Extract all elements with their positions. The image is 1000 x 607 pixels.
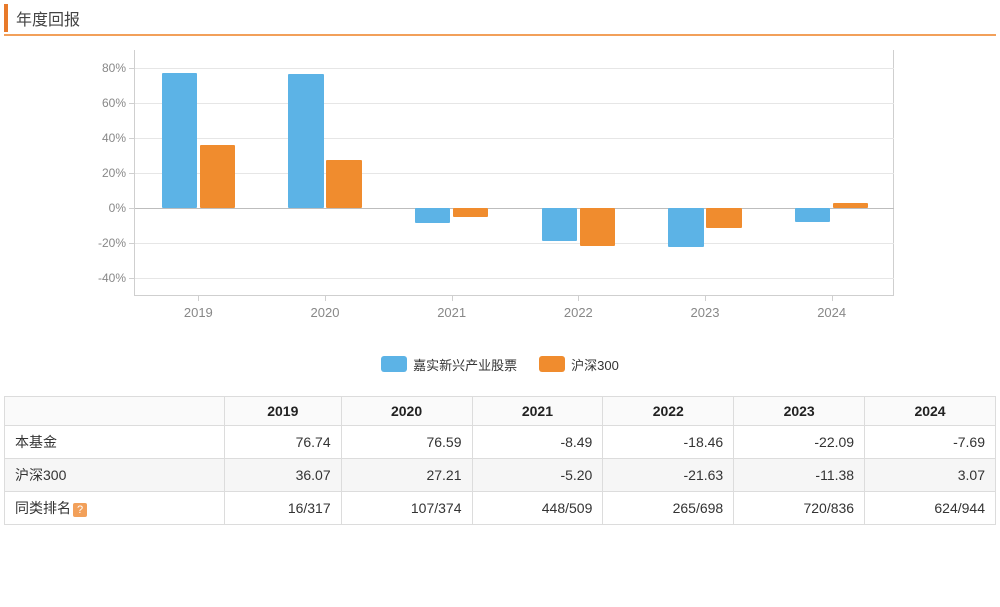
table-row: 同类排名?16/317107/374448/509265/698720/8366… (5, 492, 996, 525)
table-cell: 624/944 (865, 492, 996, 525)
panel-title: 年度回报 (4, 4, 996, 32)
table-column-header: 2019 (225, 397, 342, 426)
table-cell: 76.74 (225, 426, 342, 459)
bar (326, 160, 361, 208)
bar (580, 208, 615, 246)
y-axis-label: 80% (102, 61, 126, 75)
x-tick (325, 295, 326, 301)
gridline (135, 103, 894, 104)
table-cell: -8.49 (472, 426, 603, 459)
row-label: 沪深300 (15, 467, 66, 483)
table-cell: 720/836 (734, 492, 865, 525)
gridline (135, 173, 894, 174)
y-axis-label: -20% (98, 236, 126, 250)
table-cell: -21.63 (603, 459, 734, 492)
table-cell: 16/317 (225, 492, 342, 525)
chart-legend: 嘉实新兴产业股票 沪深300 (4, 344, 996, 384)
table-cell: -11.38 (734, 459, 865, 492)
table-cell: -5.20 (472, 459, 603, 492)
y-tick (129, 208, 135, 209)
legend-swatch (381, 356, 407, 372)
table-cell: 36.07 (225, 459, 342, 492)
legend-swatch (539, 356, 565, 372)
x-axis-label: 2023 (691, 305, 720, 320)
annual-return-panel: 年度回报 -40%-20%0%20%40%60%80% 201920202021… (4, 4, 996, 525)
table-cell: -18.46 (603, 426, 734, 459)
help-icon[interactable]: ? (73, 503, 87, 517)
gridline (135, 278, 894, 279)
y-tick (129, 278, 135, 279)
x-tick (452, 295, 453, 301)
bar (833, 203, 868, 208)
table-header-row: 201920202021202220232024 (5, 397, 996, 426)
table-row-header: 沪深300 (5, 459, 225, 492)
row-label: 本基金 (15, 434, 57, 450)
table-column-header: 2020 (341, 397, 472, 426)
table-cell: 448/509 (472, 492, 603, 525)
gridline (135, 138, 894, 139)
bar (200, 145, 235, 208)
x-tick (832, 295, 833, 301)
table-column-header: 2021 (472, 397, 603, 426)
bar (706, 208, 741, 228)
x-axis-label: 2021 (437, 305, 466, 320)
row-label: 同类排名 (15, 500, 71, 516)
bar (795, 208, 830, 222)
gridline (135, 68, 894, 69)
x-axis-label: 2019 (184, 305, 213, 320)
table-column-header: 2024 (865, 397, 996, 426)
y-axis-label: 20% (102, 166, 126, 180)
x-tick (198, 295, 199, 301)
y-axis-label: 60% (102, 96, 126, 110)
title-underline (4, 34, 996, 36)
x-axis-label: 2022 (564, 305, 593, 320)
y-tick (129, 138, 135, 139)
table-cell: 3.07 (865, 459, 996, 492)
legend-label: 嘉实新兴产业股票 (413, 355, 517, 374)
bar (288, 74, 323, 209)
y-axis-label: 0% (109, 201, 126, 215)
y-tick (129, 68, 135, 69)
bar (415, 208, 450, 223)
table-cell: 107/374 (341, 492, 472, 525)
legend-label: 沪深300 (571, 355, 619, 374)
x-tick (578, 295, 579, 301)
bar (542, 208, 577, 240)
table-cell: 27.21 (341, 459, 472, 492)
legend-item[interactable]: 沪深300 (539, 355, 619, 374)
legend-item[interactable]: 嘉实新兴产业股票 (381, 355, 517, 374)
table-row-header: 同类排名? (5, 492, 225, 525)
x-axis-label: 2024 (817, 305, 846, 320)
x-tick (705, 295, 706, 301)
table-column-header: 2022 (603, 397, 734, 426)
return-bar-chart: -40%-20%0%20%40%60%80% 20192020202120222… (4, 38, 996, 338)
table-column-header: 2023 (734, 397, 865, 426)
table-cell: -22.09 (734, 426, 865, 459)
table-row-header: 本基金 (5, 426, 225, 459)
table-cell: -7.69 (865, 426, 996, 459)
y-axis: -40% -20% 0% 20% 40% 60% 80% (4, 38, 134, 298)
y-tick (129, 243, 135, 244)
zero-line (135, 208, 894, 209)
table-cell: 265/698 (603, 492, 734, 525)
x-axis-label: 2020 (311, 305, 340, 320)
bar (668, 208, 703, 247)
y-tick (129, 173, 135, 174)
table-row: 沪深300 36.0727.21-5.20-21.63-11.383.07 (5, 459, 996, 492)
y-axis-label: 40% (102, 131, 126, 145)
gridline (135, 243, 894, 244)
bar (162, 73, 197, 208)
y-tick (129, 103, 135, 104)
bar (453, 208, 488, 217)
annual-return-table: 201920202021202220232024 本基金 76.7476.59-8.… (4, 396, 996, 525)
table-corner-cell (5, 397, 225, 426)
table-row: 本基金 76.7476.59-8.49-18.46-22.09-7.69 (5, 426, 996, 459)
plot-area: 201920202021202220232024 (134, 50, 894, 296)
table-cell: 76.59 (341, 426, 472, 459)
y-axis-label: -40% (98, 271, 126, 285)
